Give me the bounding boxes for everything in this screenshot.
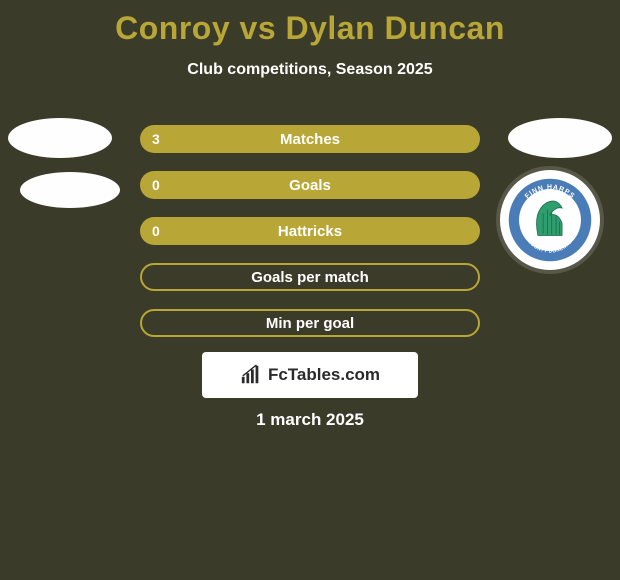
stat-bar-goals: 0 Goals bbox=[140, 171, 480, 199]
stat-bar-min-per-goal: Min per goal bbox=[140, 309, 480, 337]
branding-text: FcTables.com bbox=[268, 365, 380, 385]
page-title: Conroy vs Dylan Duncan bbox=[0, 0, 620, 47]
branding-badge[interactable]: FcTables.com bbox=[202, 352, 418, 398]
stat-label: Goals bbox=[289, 177, 331, 194]
stat-label: Matches bbox=[280, 131, 340, 148]
stat-bar-hattricks: 0 Hattricks bbox=[140, 217, 480, 245]
stat-bar-matches: 3 Matches bbox=[140, 125, 480, 153]
player-avatar-left bbox=[8, 118, 112, 158]
finn-harps-crest-icon: FINN HARPS COUNTY DONEGAL bbox=[507, 177, 593, 263]
stat-value-left: 3 bbox=[152, 131, 160, 147]
club-placeholder-left bbox=[20, 172, 120, 208]
player-avatar-right bbox=[508, 118, 612, 158]
chart-icon bbox=[240, 364, 262, 386]
stat-label: Hattricks bbox=[278, 223, 342, 240]
stat-label: Min per goal bbox=[266, 315, 354, 332]
club-badge-right: FINN HARPS COUNTY DONEGAL bbox=[500, 170, 600, 270]
stat-label: Goals per match bbox=[251, 269, 369, 286]
stat-bar-goals-per-match: Goals per match bbox=[140, 263, 480, 291]
footer-date: 1 march 2025 bbox=[256, 410, 364, 430]
stat-value-left: 0 bbox=[152, 223, 160, 239]
stat-bars: 3 Matches 0 Goals 0 Hattricks Goals per match M… bbox=[140, 125, 480, 355]
stat-value-left: 0 bbox=[152, 177, 160, 193]
page-subtitle: Club competitions, Season 2025 bbox=[0, 61, 620, 79]
